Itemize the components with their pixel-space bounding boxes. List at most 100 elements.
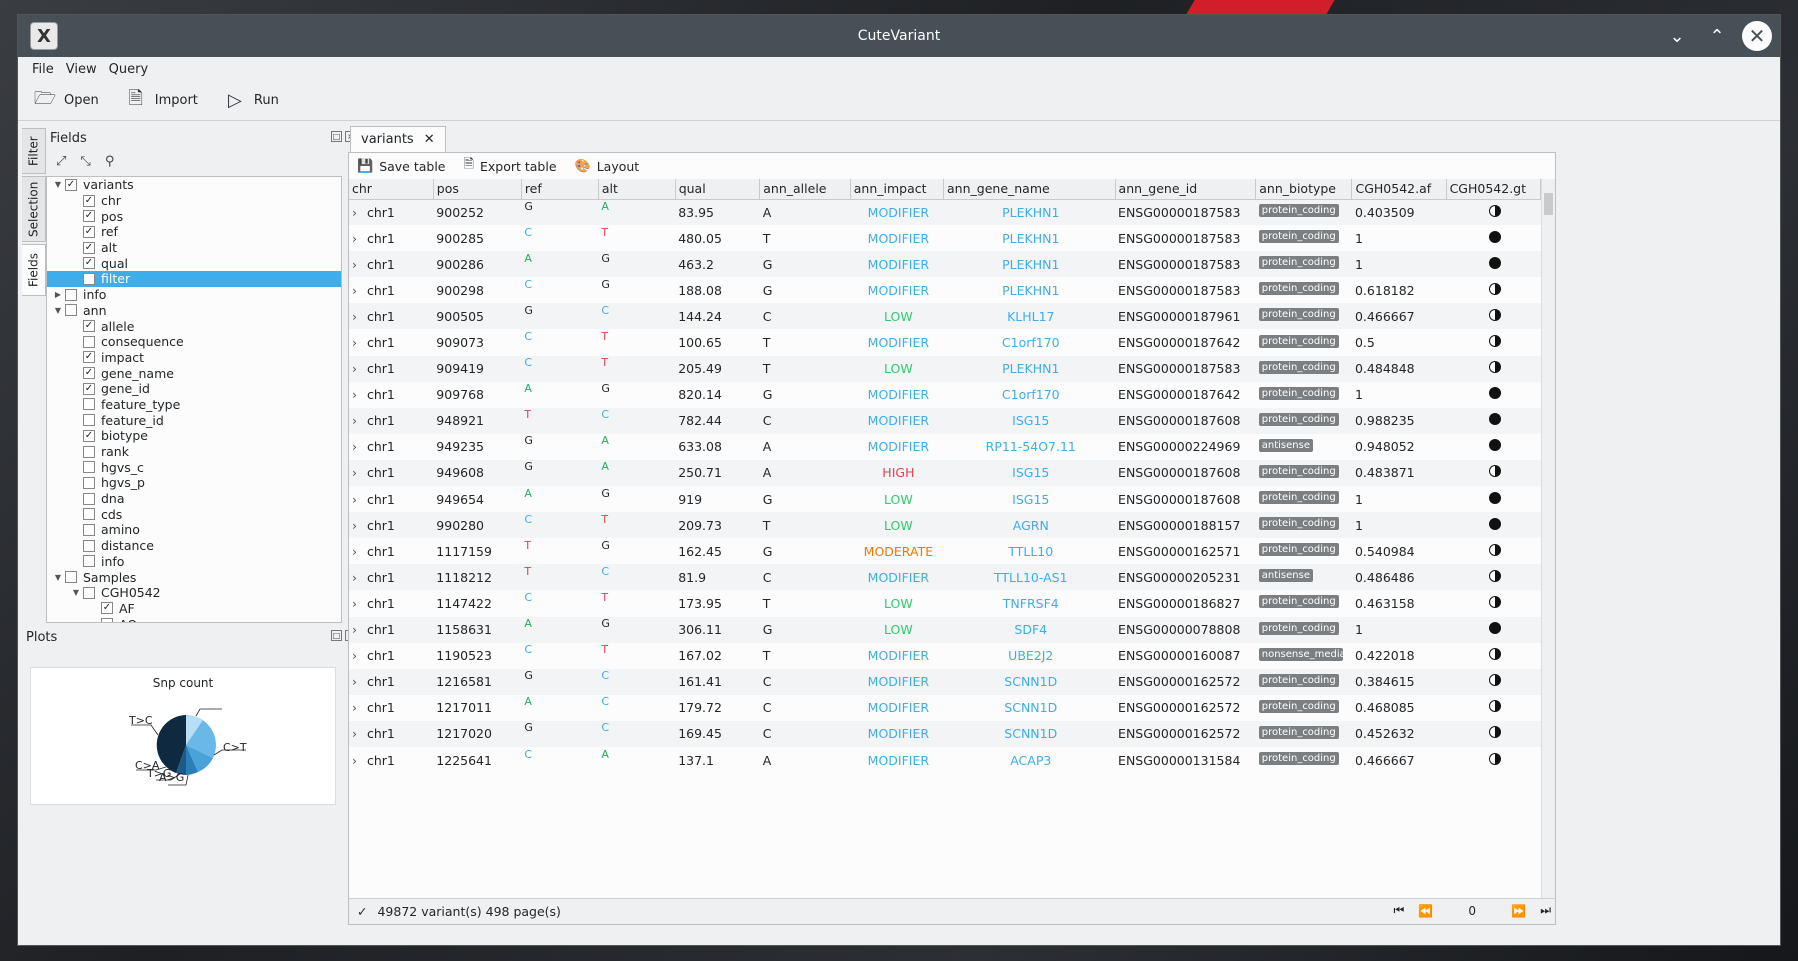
tree-item[interactable]: AO (47, 616, 341, 622)
column-header[interactable]: CGH0542.gt (1446, 179, 1541, 200)
tree-item[interactable]: amino (47, 522, 341, 538)
tree-item[interactable]: dna (47, 491, 341, 507)
tree-item[interactable]: ✓ impact (47, 350, 341, 366)
expand-row-icon[interactable]: › (352, 439, 361, 455)
prev-page-icon[interactable]: ⏪ (1418, 903, 1434, 918)
close-window-button[interactable]: ✕ (1742, 21, 1772, 51)
column-header[interactable]: ann_biotype (1255, 179, 1353, 200)
chevron-right-icon[interactable]: ▶ (54, 290, 62, 300)
table-row[interactable]: › chr1 1217011 A C 179.72 C MODIFIER SCNN1D ENSG… (349, 695, 1541, 721)
last-page-icon[interactable]: ⏭ (1540, 903, 1551, 917)
field-checkbox[interactable] (83, 414, 95, 427)
expand-row-icon[interactable]: › (352, 204, 361, 220)
next-page-icon[interactable]: ⏩ (1511, 903, 1527, 918)
field-checkbox[interactable] (83, 523, 95, 536)
field-checkbox[interactable]: ✓ (83, 241, 95, 254)
expand-row-icon[interactable]: › (352, 465, 361, 481)
tree-item[interactable]: ✓ ref (47, 224, 341, 240)
table-row[interactable]: › chr1 909419 C T 205.49 T LOW PLEKHN1 ENSG00000… (349, 355, 1541, 382)
tree-item[interactable]: feature_id (47, 412, 341, 428)
expand-row-icon[interactable]: › (352, 282, 361, 298)
field-checkbox[interactable] (65, 288, 77, 301)
run-button[interactable]: ▷ Run (220, 86, 283, 116)
table-row[interactable]: › chr1 1216581 G C 161.41 C MODIFIER SCNN1D ENSG… (349, 668, 1541, 695)
app-logo-icon[interactable]: X (30, 22, 58, 50)
table-row[interactable]: › chr1 1225641 C A 137.1 A MODIFIER ACAP3 ENSG00… (349, 747, 1541, 773)
expand-row-icon[interactable]: › (352, 674, 361, 690)
expand-row-icon[interactable]: › (352, 517, 361, 533)
tree-item[interactable]: ▼ Samples (47, 569, 341, 585)
expand-row-icon[interactable]: › (352, 230, 361, 246)
chevron-down-icon[interactable]: ▼ (54, 305, 62, 315)
tree-item[interactable]: distance (47, 538, 341, 554)
page-number[interactable]: 0 (1468, 903, 1477, 918)
table-row[interactable]: › chr1 900252 G A 83.95 A MODIFIER PLEKHN1 ENSG0… (349, 199, 1541, 226)
table-row[interactable]: › chr1 1118212 T C 81.9 C MODIFIER TTLL10-AS1 EN… (349, 564, 1541, 591)
tree-item[interactable]: ✓ pos (47, 208, 341, 224)
tree-item[interactable]: hgvs_p (47, 475, 341, 491)
tree-item[interactable]: consequence (47, 334, 341, 350)
tree-item[interactable]: ✓ AF (47, 601, 341, 617)
column-header[interactable]: chr (349, 179, 434, 200)
tree-item[interactable]: filter (47, 271, 341, 287)
tree-item[interactable]: ▼ ✓ variants (47, 177, 341, 193)
field-checkbox[interactable] (65, 571, 77, 584)
side-tab-filter[interactable]: Filter (22, 128, 46, 174)
open-button[interactable]: 🗁 Open (30, 86, 103, 116)
tree-item[interactable]: ✓ gene_id (47, 381, 341, 397)
tree-item[interactable]: hgvs_c (47, 459, 341, 475)
expand-row-icon[interactable]: › (352, 648, 361, 664)
expand-row-icon[interactable]: › (352, 700, 361, 716)
table-row[interactable]: › chr1 990280 C T 209.73 T LOW AGRN ENSG00000188… (349, 512, 1541, 539)
save-table-button[interactable]: 💾 Save table (357, 158, 446, 174)
expand-row-icon[interactable]: › (352, 726, 361, 742)
field-checkbox[interactable]: ✓ (83, 429, 95, 442)
menu-query[interactable]: Query (108, 61, 149, 77)
chevron-down-icon[interactable]: ▼ (72, 588, 80, 598)
field-checkbox[interactable] (83, 335, 95, 348)
table-row[interactable]: › chr1 900505 G C 144.24 C LOW KLHL17 ENSG000001… (349, 303, 1541, 330)
tree-item[interactable]: info (47, 554, 341, 570)
field-checkbox[interactable] (83, 445, 95, 458)
column-header[interactable]: ref (521, 179, 599, 200)
expand-row-icon[interactable]: › (352, 752, 361, 768)
expand-row-icon[interactable]: › (352, 256, 361, 272)
field-checkbox[interactable]: ✓ (83, 257, 95, 270)
column-header[interactable]: alt (598, 179, 676, 200)
side-tab-fields[interactable]: Fields (22, 244, 46, 296)
field-checkbox[interactable]: ✓ (83, 320, 95, 333)
field-checkbox[interactable] (65, 304, 77, 317)
first-page-icon[interactable]: ⏮ (1393, 903, 1405, 917)
field-checkbox[interactable] (83, 272, 95, 285)
field-checkbox[interactable] (83, 398, 95, 411)
export-table-button[interactable]: 🗎 Export table (464, 155, 557, 177)
tree-item[interactable]: ✓ allele (47, 318, 341, 334)
chevron-down-icon[interactable]: ▼ (54, 572, 62, 582)
tree-item[interactable]: ✓ gene_name (47, 365, 341, 381)
minimize-button[interactable]: ⌄ (1669, 25, 1685, 47)
table-row[interactable]: › chr1 949235 G A 633.08 A MODIFIER RP11-54O7.1… (349, 434, 1541, 460)
column-header[interactable]: ann_impact (850, 179, 945, 200)
expand-icon[interactable]: ⤢ (56, 153, 67, 169)
tree-item[interactable]: feature_type (47, 397, 341, 413)
tree-item[interactable]: ✓ alt (47, 240, 341, 256)
tree-item[interactable]: ✓ biotype (47, 428, 341, 444)
table-row[interactable]: › chr1 909073 C T 100.65 T MODIFIER C1orf170 ENS… (349, 329, 1541, 355)
layout-button[interactable]: 🎨 Layout (574, 158, 640, 174)
maximize-button[interactable]: ⌃ (1709, 25, 1725, 47)
search-icon[interactable]: ⚲ (104, 153, 115, 169)
column-header[interactable]: pos (433, 179, 522, 200)
float-dock-icon[interactable]: □ (331, 630, 342, 641)
import-button[interactable]: 🗎 Import (121, 86, 202, 116)
tab-variants[interactable]: variants ✕ (350, 126, 446, 152)
column-header[interactable]: ann_gene_name (943, 179, 1116, 200)
field-checkbox[interactable] (83, 508, 95, 521)
table-scrollbar[interactable] (1541, 179, 1555, 899)
tree-item[interactable]: ✓ chr (47, 193, 341, 209)
expand-row-icon[interactable]: › (352, 569, 361, 585)
column-header[interactable]: ann_allele (759, 179, 851, 200)
expand-row-icon[interactable]: › (352, 361, 361, 377)
close-tab-icon[interactable]: ✕ (423, 132, 435, 147)
column-header[interactable]: qual (675, 179, 761, 200)
field-checkbox[interactable]: ✓ (101, 602, 113, 615)
